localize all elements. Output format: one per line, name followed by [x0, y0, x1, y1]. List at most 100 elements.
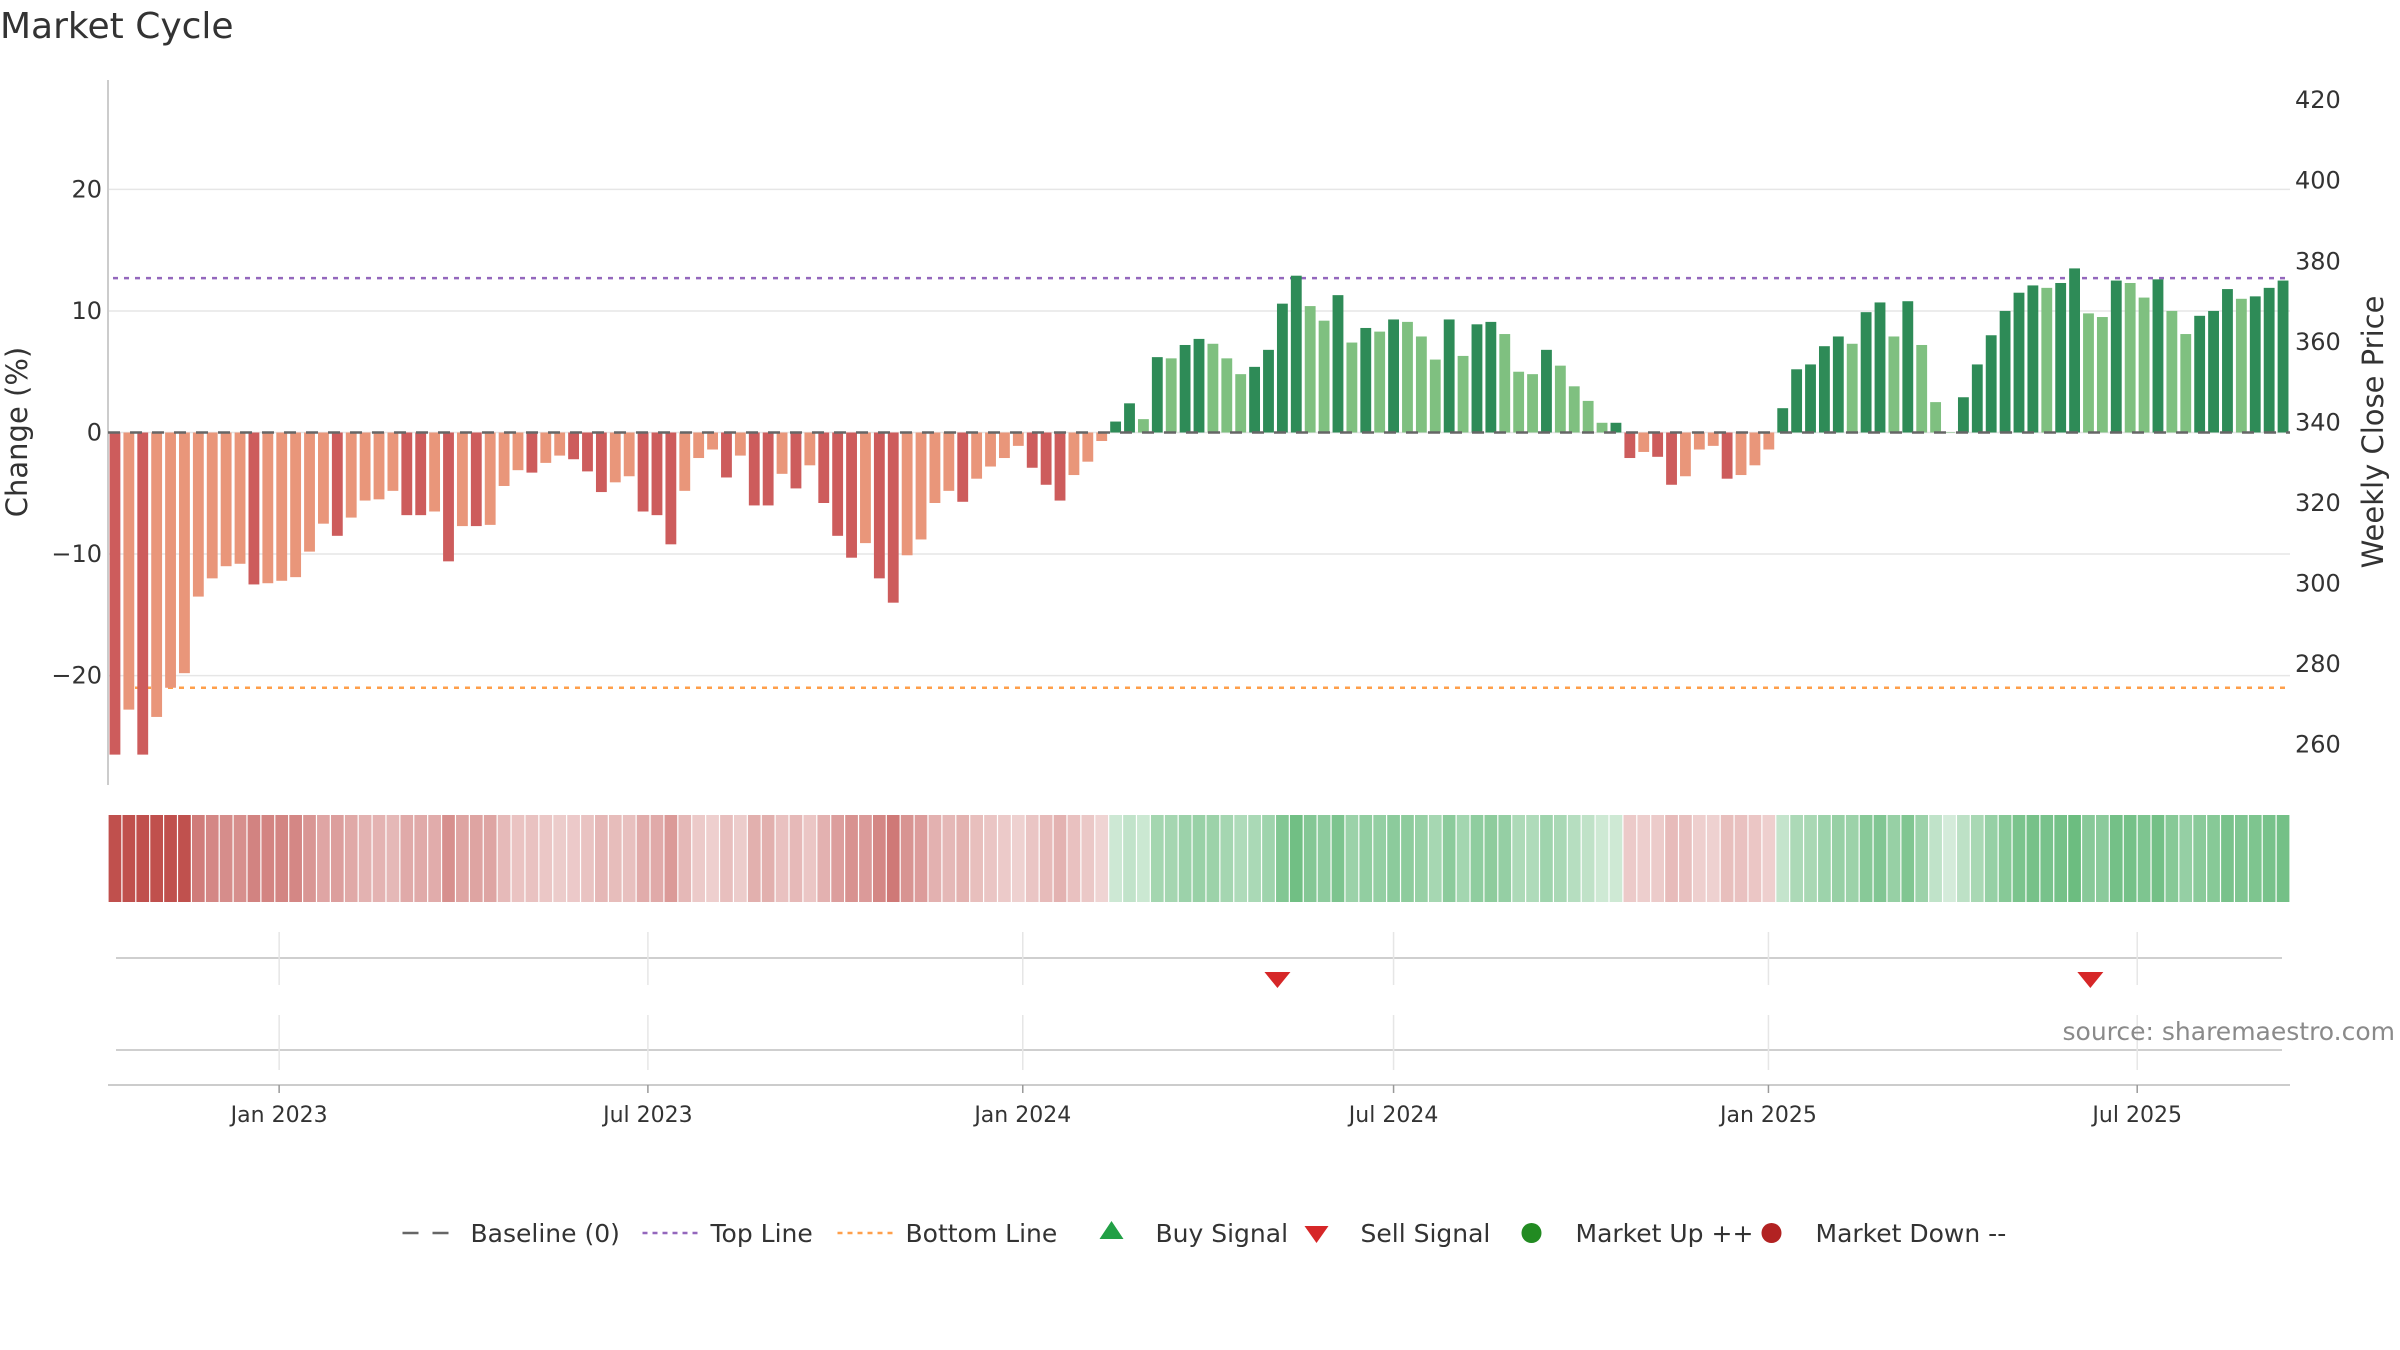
change-bar: [943, 432, 955, 491]
change-bar: [2249, 296, 2261, 433]
heat-cell: [1401, 815, 1414, 902]
heat-cell: [2137, 815, 2151, 902]
change-bar: [1902, 301, 1914, 433]
change-bar: [151, 432, 163, 717]
heat-cell: [1790, 815, 1803, 902]
change-bar: [707, 432, 718, 450]
heat-cell: [414, 815, 428, 902]
change-bar: [1499, 334, 1511, 433]
heat-cell: [1957, 815, 1970, 902]
change-bar: [1888, 336, 1900, 433]
heat-cell: [706, 815, 719, 902]
change-bar: [901, 432, 913, 556]
change-bar: [2055, 282, 2067, 433]
change-bar: [1666, 432, 1677, 485]
heat-cell: [761, 815, 775, 902]
heat-cell: [1498, 815, 1512, 902]
heat-cell: [1859, 815, 1873, 902]
legend-item-buy-signal: Buy Signal: [1099, 1219, 1289, 1248]
change-bar: [1263, 349, 1274, 433]
change-bar: [1693, 432, 1705, 450]
legend-label: Sell Signal: [1361, 1219, 1491, 1248]
change-bar: [1568, 386, 1580, 433]
heat-cell: [1456, 815, 1470, 902]
change-bar: [2110, 280, 2122, 433]
change-bar: [123, 432, 135, 710]
heat-cell: [900, 815, 914, 902]
change-bar: [484, 432, 496, 525]
legend-label: Buy Signal: [1156, 1219, 1289, 1248]
heat-cell: [775, 815, 789, 902]
heat-cell: [1248, 815, 1261, 902]
change-bar: [1985, 335, 1997, 433]
change-bar: [1596, 422, 1608, 433]
heat-cell: [1623, 815, 1637, 902]
change-bar: [2138, 297, 2150, 433]
change-bar: [1165, 358, 1177, 433]
y2-axis-ticks: 420 400 380 360 340 320 300 280 260: [2295, 86, 2341, 759]
change-bar: [971, 432, 983, 479]
change-bar: [1791, 369, 1803, 433]
y2-tick-label: 380: [2295, 247, 2341, 275]
change-bar: [2194, 315, 2206, 433]
heat-cell: [219, 815, 233, 902]
x-axis: Jan 2023 Jul 2023 Jan 2024 Jul 2024 Jan 2025…: [108, 1084, 2290, 1128]
change-bar: [554, 432, 566, 456]
heat-cell: [1762, 815, 1776, 902]
change-bar: [220, 432, 232, 567]
legend-item-bottom-line: Bottom Line: [837, 1219, 1057, 1248]
change-bar: [915, 432, 927, 540]
y-tick-label: 20: [71, 175, 102, 203]
change-bar: [165, 432, 176, 688]
y2-tick-label: 340: [2295, 408, 2341, 436]
change-bar: [2096, 317, 2108, 433]
change-bar: [832, 432, 844, 536]
heat-cell: [539, 815, 553, 902]
heat-cell: [1428, 815, 1442, 902]
change-bar: [290, 432, 302, 578]
change-bar: [1096, 432, 1108, 442]
heat-cell: [261, 815, 275, 902]
heat-cell: [720, 815, 733, 902]
change-bar: [1707, 432, 1719, 446]
change-bar: [804, 432, 816, 466]
change-bar: [1999, 310, 2011, 433]
heat-cell: [595, 815, 608, 902]
change-bar: [651, 432, 663, 516]
heat-cell: [1317, 815, 1331, 902]
change-bar: [1360, 327, 1372, 433]
heat-cell: [1595, 815, 1609, 902]
y-tick-label: −10: [51, 540, 102, 568]
x-tick-label: Jan 2023: [229, 1103, 328, 1128]
change-bar: [359, 432, 371, 501]
x-tick-label: Jan 2024: [972, 1103, 1071, 1128]
heat-cell: [1581, 815, 1595, 902]
change-bar: [345, 432, 357, 518]
heat-cell: [2151, 815, 2165, 902]
heat-cell: [1373, 815, 1387, 902]
change-bar: [2069, 268, 2080, 433]
heat-cell: [984, 815, 997, 902]
heat-cell: [622, 815, 636, 902]
heat-cell: [1484, 815, 1498, 902]
change-bar: [1193, 338, 1205, 433]
heat-cell: [2109, 815, 2123, 902]
heat-cell: [1998, 815, 2012, 902]
change-bar: [1874, 302, 1886, 433]
change-bar: [415, 432, 427, 516]
heat-cell: [1442, 815, 1456, 902]
heat-cell: [1025, 815, 1039, 902]
change-bar: [595, 432, 607, 493]
change-bar: [1721, 432, 1733, 479]
heat-cell: [2276, 815, 2290, 902]
heat-cell: [400, 815, 414, 902]
change-bar: [443, 432, 454, 562]
change-bar: [1124, 403, 1135, 433]
change-bar: [1415, 336, 1427, 433]
heat-cell: [1651, 815, 1664, 902]
heat-cell: [2040, 815, 2054, 902]
heat-cell: [2193, 815, 2207, 902]
change-bar: [1429, 359, 1441, 433]
heat-cell: [956, 815, 970, 902]
heat-cell: [191, 815, 205, 902]
